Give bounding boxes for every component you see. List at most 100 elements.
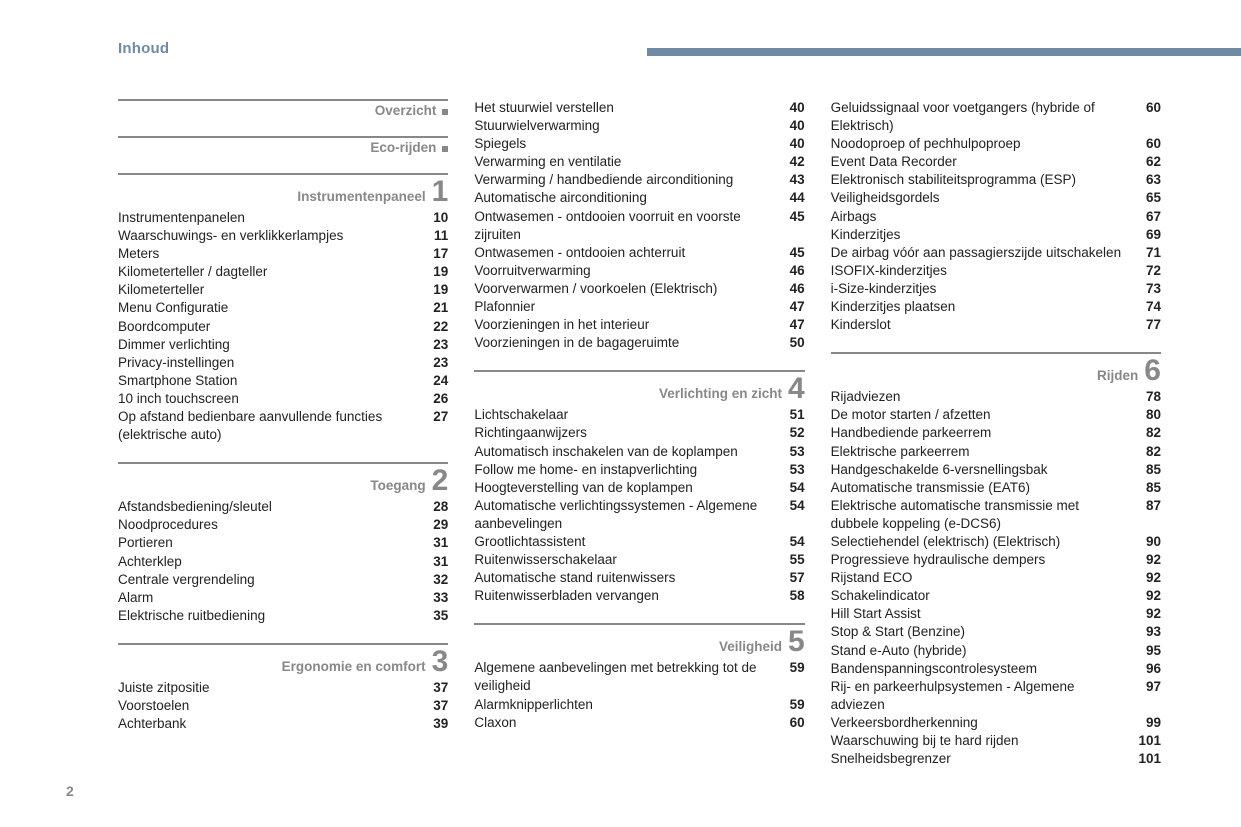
toc-entry-label: ISOFIX-kinderzitjes (831, 262, 1135, 280)
toc-entry[interactable]: Richtingaanwijzers52 (474, 424, 804, 442)
toc-entry[interactable]: i-Size-kinderzitjes73 (831, 280, 1161, 298)
toc-entry[interactable]: Follow me home- en instapverlichting53 (474, 461, 804, 479)
toc-entry-page: 26 (422, 390, 448, 408)
toc-entry[interactable]: Veiligheidsgordels65 (831, 189, 1161, 207)
toc-entry[interactable]: Claxon60 (474, 714, 804, 732)
toc-entry[interactable]: Stuurwielverwarming40 (474, 117, 804, 135)
toc-entry[interactable]: Kinderzitjes plaatsen74 (831, 298, 1161, 316)
toc-entry[interactable]: Het stuurwiel verstellen40 (474, 99, 804, 117)
toc-entry-page: 40 (779, 99, 805, 117)
toc-entry[interactable]: Alarm33 (118, 589, 448, 607)
toc-entry[interactable]: Automatische airconditioning44 (474, 189, 804, 207)
toc-entry[interactable]: Noodoproep of pechhulpoproep60 (831, 135, 1161, 153)
toc-entry[interactable]: Plafonnier47 (474, 298, 804, 316)
toc-entry[interactable]: Portieren31 (118, 534, 448, 552)
toc-entry[interactable]: Verwarming / handbediende airconditionin… (474, 171, 804, 189)
toc-columns: OverzichtEco-rijdenInstrumentenpaneel1In… (118, 99, 1161, 768)
toc-entry[interactable]: Grootlichtassistent54 (474, 533, 804, 551)
toc-entry[interactable]: Automatisch inschakelen van de koplampen… (474, 443, 804, 461)
toc-entry-label: Rij- en parkeerhulpsystemen - Algemene a… (831, 678, 1135, 714)
toc-entry[interactable]: Ruitenwisserschakelaar55 (474, 551, 804, 569)
toc-entry[interactable]: Achterbank39 (118, 715, 448, 733)
toc-entry[interactable]: Menu Configuratie21 (118, 299, 448, 317)
toc-entry[interactable]: Elektrische parkeerrem82 (831, 443, 1161, 461)
toc-entry[interactable]: Voorzieningen in het interieur47 (474, 316, 804, 334)
toc-entry-page: 45 (779, 244, 805, 262)
toc-entry[interactable]: Boordcomputer22 (118, 318, 448, 336)
toc-entry-page: 90 (1135, 533, 1161, 551)
toc-entry[interactable]: De airbag vóór aan passagierszijde uitsc… (831, 244, 1161, 262)
toc-entry[interactable]: Algemene aanbevelingen met betrekking to… (474, 659, 804, 695)
section-rule (831, 352, 1161, 354)
toc-entry[interactable]: Rijstand ECO92 (831, 569, 1161, 587)
toc-entry-label: Event Data Recorder (831, 153, 1135, 171)
toc-entry[interactable]: Stand e-Auto (hybride)95 (831, 642, 1161, 660)
toc-entry[interactable]: Airbags67 (831, 208, 1161, 226)
toc-entry[interactable]: Elektrische automatische transmissie met… (831, 497, 1161, 533)
toc-entry[interactable]: Automatische stand ruitenwissers57 (474, 569, 804, 587)
toc-entry[interactable]: Handbediende parkeerrem82 (831, 424, 1161, 442)
toc-entry[interactable]: Kilometerteller / dagteller19 (118, 263, 448, 281)
toc-entry[interactable]: Achterklep31 (118, 553, 448, 571)
toc-entry[interactable]: ISOFIX-kinderzitjes72 (831, 262, 1161, 280)
toc-entry[interactable]: Event Data Recorder62 (831, 153, 1161, 171)
toc-entry[interactable]: Hill Start Assist92 (831, 605, 1161, 623)
toc-entry[interactable]: 10 inch touchscreen26 (118, 390, 448, 408)
toc-entry[interactable]: Privacy-instellingen23 (118, 354, 448, 372)
toc-entry[interactable]: Automatische transmissie (EAT6)85 (831, 479, 1161, 497)
toc-entry[interactable]: Elektronisch stabiliteitsprogramma (ESP)… (831, 171, 1161, 189)
toc-entry-label: De motor starten / afzetten (831, 406, 1135, 424)
toc-entry[interactable]: Kinderzitjes69 (831, 226, 1161, 244)
toc-entry-page: 35 (422, 607, 448, 625)
toc-entry-page: 73 (1135, 280, 1161, 298)
toc-entry[interactable]: Ruitenwisserbladen vervangen58 (474, 587, 804, 605)
toc-entry[interactable]: Ontwasemen - ontdooien achterruit45 (474, 244, 804, 262)
toc-entry[interactable]: Dimmer verlichting23 (118, 336, 448, 354)
toc-entry-page: 11 (422, 227, 448, 245)
toc-entry[interactable]: Selectiehendel (elektrisch) (Elektrisch)… (831, 533, 1161, 551)
toc-entry[interactable]: Afstandsbediening/sleutel28 (118, 498, 448, 516)
toc-entry-page: 85 (1135, 479, 1161, 497)
toc-entry-label: Ruitenwisserbladen vervangen (474, 587, 778, 605)
toc-entry[interactable]: Alarmknipperlichten59 (474, 696, 804, 714)
toc-entry[interactable]: Meters17 (118, 245, 448, 263)
toc-entry[interactable]: Ontwasemen - ontdooien voorruit en voors… (474, 208, 804, 244)
toc-entry[interactable]: Voorverwarmen / voorkoelen (Elektrisch)4… (474, 280, 804, 298)
toc-entry[interactable]: Verwarming en ventilatie42 (474, 153, 804, 171)
toc-entry[interactable]: Progressieve hydraulische dempers92 (831, 551, 1161, 569)
toc-entry[interactable]: De motor starten / afzetten80 (831, 406, 1161, 424)
toc-entry-page: 37 (422, 679, 448, 697)
toc-entry[interactable]: Lichtschakelaar51 (474, 406, 804, 424)
toc-entry[interactable]: Hoogteverstelling van de koplampen54 (474, 479, 804, 497)
toc-entry[interactable]: Waarschuwing bij te hard rijden101 (831, 732, 1161, 750)
toc-entry[interactable]: Kilometerteller19 (118, 281, 448, 299)
toc-entry[interactable]: Verkeersbordherkenning99 (831, 714, 1161, 732)
toc-entry[interactable]: Voorstoelen37 (118, 697, 448, 715)
toc-entry-label: Elektronisch stabiliteitsprogramma (ESP) (831, 171, 1135, 189)
toc-entry[interactable]: Geluidssignaal voor voetgangers (hybride… (831, 99, 1161, 135)
toc-entry[interactable]: Spiegels40 (474, 135, 804, 153)
toc-entry[interactable]: Instrumentenpanelen10 (118, 209, 448, 227)
toc-entry-label: Bandenspanningscontrolesysteem (831, 660, 1135, 678)
toc-entry[interactable]: Waarschuwings- en verklikkerlampjes11 (118, 227, 448, 245)
toc-entry[interactable]: Bandenspanningscontrolesysteem96 (831, 660, 1161, 678)
toc-entry[interactable]: Voorruitverwarming46 (474, 262, 804, 280)
toc-entry-label: Ontwasemen - ontdooien voorruit en voors… (474, 208, 778, 244)
toc-entry[interactable]: Centrale vergrendeling32 (118, 571, 448, 589)
toc-entry[interactable]: Automatische verlichtingssystemen - Alge… (474, 497, 804, 533)
toc-entry[interactable]: Smartphone Station24 (118, 372, 448, 390)
toc-entry[interactable]: Schakelindicator92 (831, 587, 1161, 605)
toc-entry[interactable]: Juiste zitpositie37 (118, 679, 448, 697)
toc-entry[interactable]: Op afstand bedienbare aanvullende functi… (118, 408, 448, 444)
toc-entry[interactable]: Kinderslot77 (831, 316, 1161, 334)
toc-entry[interactable]: Elektrische ruitbediening35 (118, 607, 448, 625)
toc-entry[interactable]: Handgeschakelde 6-versnellingsbak85 (831, 461, 1161, 479)
toc-entry-page: 92 (1135, 551, 1161, 569)
toc-entry[interactable]: Rij- en parkeerhulpsystemen - Algemene a… (831, 678, 1161, 714)
toc-entry[interactable]: Noodprocedures29 (118, 516, 448, 534)
toc-entry-label: Selectiehendel (elektrisch) (Elektrisch) (831, 533, 1135, 551)
toc-entry[interactable]: Voorzieningen in de bagageruimte50 (474, 334, 804, 352)
toc-entry[interactable]: Snelheidsbegrenzer101 (831, 750, 1161, 768)
toc-entry[interactable]: Rijadviezen78 (831, 388, 1161, 406)
toc-entry[interactable]: Stop & Start (Benzine)93 (831, 623, 1161, 641)
